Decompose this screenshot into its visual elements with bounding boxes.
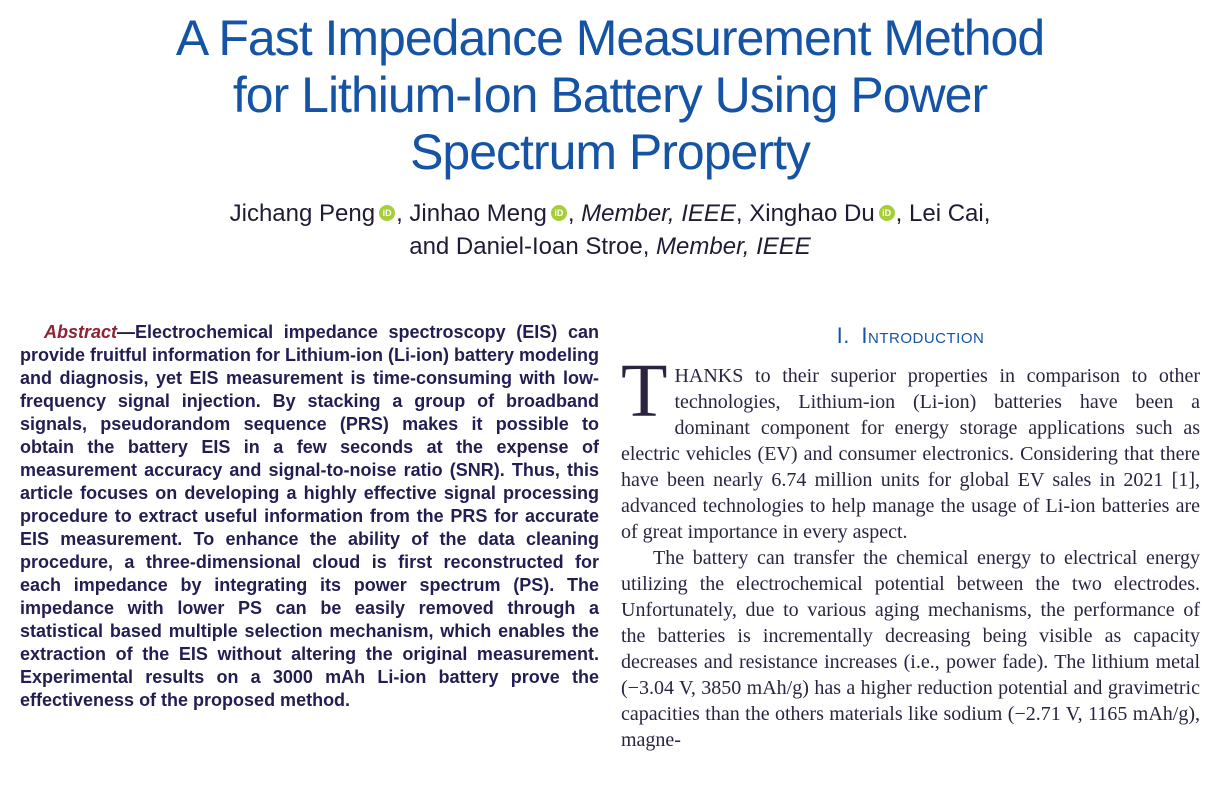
paper-title: A Fast Impedance Measurement Method for …: [20, 10, 1200, 181]
abstract-paragraph: Abstract—Electrochemical impedance spect…: [20, 321, 599, 712]
abstract-text: Electrochemical impedance spectroscopy (…: [20, 322, 599, 710]
right-column: I. Introduction T HANKS to their superior…: [621, 321, 1200, 753]
intro-paragraph-1: T HANKS to their superior properties in c…: [621, 349, 1200, 545]
orcid-icon: iD: [878, 205, 895, 221]
intro-paragraph-1-text: HANKS to their superior properties in co…: [621, 365, 1200, 543]
abstract-dash: —: [117, 322, 136, 342]
paper-title-line-1: A Fast Impedance Measurement Method: [175, 10, 1045, 66]
paper-title-line-2: for Lithium-Ion Battery Using Power: [232, 67, 988, 123]
intro-paragraph-2: The battery can transfer the chemical en…: [621, 547, 1200, 751]
author-text-segment: , Lei Cai,: [895, 200, 991, 227]
orcid-icon: iD: [550, 205, 567, 221]
section-heading-introduction: I. Introduction: [836, 323, 985, 348]
author-text-segment: and Daniel-Ioan Stroe,: [409, 233, 657, 260]
author-text-segment: Member, IEEE: [656, 233, 811, 260]
dropcap-letter: T: [621, 349, 668, 433]
abstract-label: Abstract: [44, 322, 118, 342]
author-line: and Daniel-Ioan Stroe, Member, IEEE: [20, 230, 1200, 263]
author-text-segment: , Xinghao Du: [735, 200, 875, 227]
orcid-icon: iD: [379, 205, 396, 221]
author-text-segment: , Jinhao Meng: [396, 200, 547, 227]
author-lines: Jichang Peng iD, Jinhao Meng iD, Member, I…: [20, 197, 1200, 263]
author-text-segment: ,: [567, 200, 582, 227]
author-line: Jichang Peng iD, Jinhao Meng iD, Member, I…: [20, 197, 1200, 230]
author-text-segment: Member, IEEE: [581, 200, 736, 227]
paper-title-line-3: Spectrum Property: [410, 124, 811, 180]
two-column-body: Abstract—Electrochemical impedance spect…: [20, 321, 1200, 753]
author-text-segment: Jichang Peng: [229, 200, 376, 227]
left-column: Abstract—Electrochemical impedance spect…: [20, 321, 599, 753]
